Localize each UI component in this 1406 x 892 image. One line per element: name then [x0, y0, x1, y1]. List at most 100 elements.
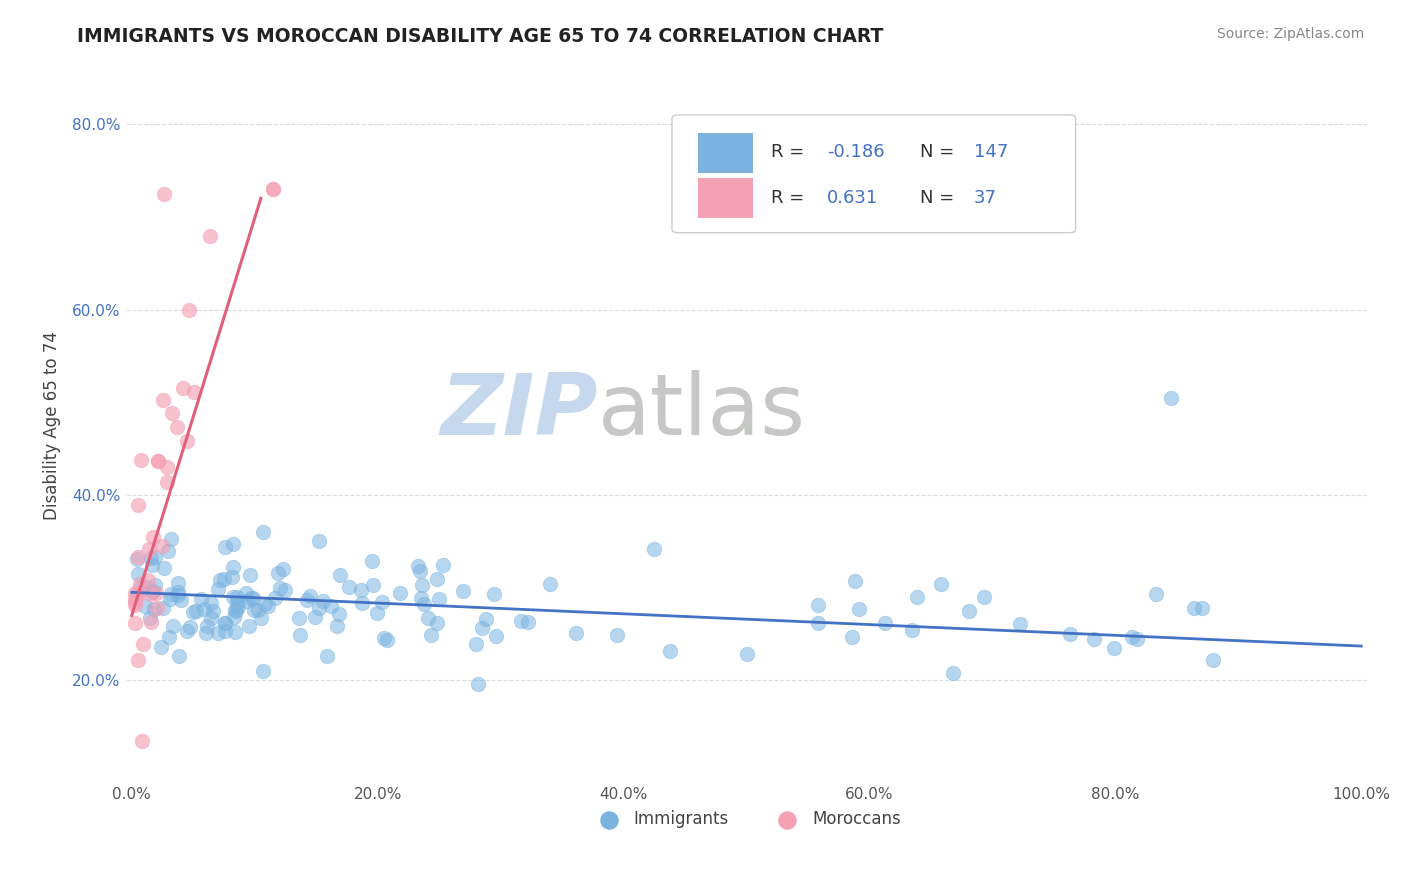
Point [124, 586, 146, 600]
Point [371, 595, 394, 609]
Point [388, 585, 411, 599]
Point [1059, 627, 1081, 641]
Point [242, 591, 264, 605]
Point [1010, 617, 1032, 632]
Point [162, 619, 184, 633]
Point [127, 498, 149, 512]
Text: R =: R = [772, 143, 810, 161]
Point [141, 584, 163, 599]
Point [124, 595, 146, 609]
Point [267, 566, 290, 580]
Point [271, 562, 294, 576]
Point [735, 647, 758, 661]
FancyBboxPatch shape [697, 134, 752, 173]
Point [160, 533, 183, 547]
Point [510, 615, 533, 629]
Point [177, 303, 200, 318]
Point [263, 591, 285, 605]
Point [170, 592, 193, 607]
Text: ZIP: ZIP [440, 369, 598, 452]
Point [221, 570, 243, 584]
Point [1125, 632, 1147, 647]
Point [262, 182, 284, 196]
Point [193, 601, 215, 615]
Point [328, 607, 350, 621]
Point [409, 565, 432, 579]
Point [467, 677, 489, 691]
Point [214, 624, 236, 638]
Point [200, 611, 222, 625]
Point [138, 541, 160, 556]
Point [179, 620, 201, 634]
Point [326, 618, 349, 632]
Point [239, 567, 262, 582]
FancyBboxPatch shape [697, 178, 752, 218]
Point [411, 578, 433, 592]
Point [274, 583, 297, 598]
Point [129, 453, 152, 467]
Point [337, 580, 360, 594]
Point [225, 604, 247, 618]
Point [366, 606, 388, 620]
Point [426, 615, 449, 630]
Point [538, 577, 561, 591]
Point [375, 632, 398, 647]
Point [475, 612, 498, 626]
Point [352, 596, 374, 610]
Point [226, 590, 249, 604]
Point [1144, 587, 1167, 601]
Point [238, 619, 260, 633]
Point [167, 589, 190, 603]
Point [200, 228, 222, 243]
Point [471, 621, 494, 635]
Point [153, 561, 176, 575]
Point [226, 596, 249, 610]
Point [146, 601, 169, 615]
Point [127, 653, 149, 667]
Point [659, 643, 682, 657]
Point [606, 628, 628, 642]
Point [413, 597, 436, 611]
Point [901, 623, 924, 637]
Point [136, 573, 159, 587]
Point [942, 665, 965, 680]
Point [269, 581, 291, 595]
Point [1083, 632, 1105, 647]
Point [195, 626, 218, 640]
Point [875, 616, 897, 631]
Point [159, 591, 181, 606]
Point [844, 574, 866, 589]
Point [132, 637, 155, 651]
Y-axis label: Disability Age 65 to 74: Disability Age 65 to 74 [44, 331, 60, 520]
Point [202, 604, 225, 618]
Point [139, 610, 162, 624]
Point [176, 624, 198, 638]
Point [929, 577, 952, 591]
Point [127, 586, 149, 600]
Point [973, 590, 995, 604]
Point [373, 631, 395, 645]
Point [142, 583, 165, 598]
Point [304, 609, 326, 624]
Point [420, 628, 443, 642]
Point [848, 601, 870, 615]
Point [138, 587, 160, 601]
Text: atlas: atlas [598, 369, 806, 452]
Point [1160, 391, 1182, 405]
Point [214, 572, 236, 586]
Point [128, 581, 150, 595]
Point [139, 615, 162, 630]
Point [426, 572, 449, 586]
Point [1182, 600, 1205, 615]
Point [409, 591, 432, 606]
Point [287, 611, 309, 625]
Point [207, 582, 229, 596]
Point [226, 599, 249, 614]
Point [224, 624, 246, 639]
Point [257, 599, 280, 614]
Point [142, 530, 165, 544]
Point [957, 603, 980, 617]
Point [1121, 630, 1143, 644]
Point [143, 601, 166, 615]
Point [249, 611, 271, 625]
